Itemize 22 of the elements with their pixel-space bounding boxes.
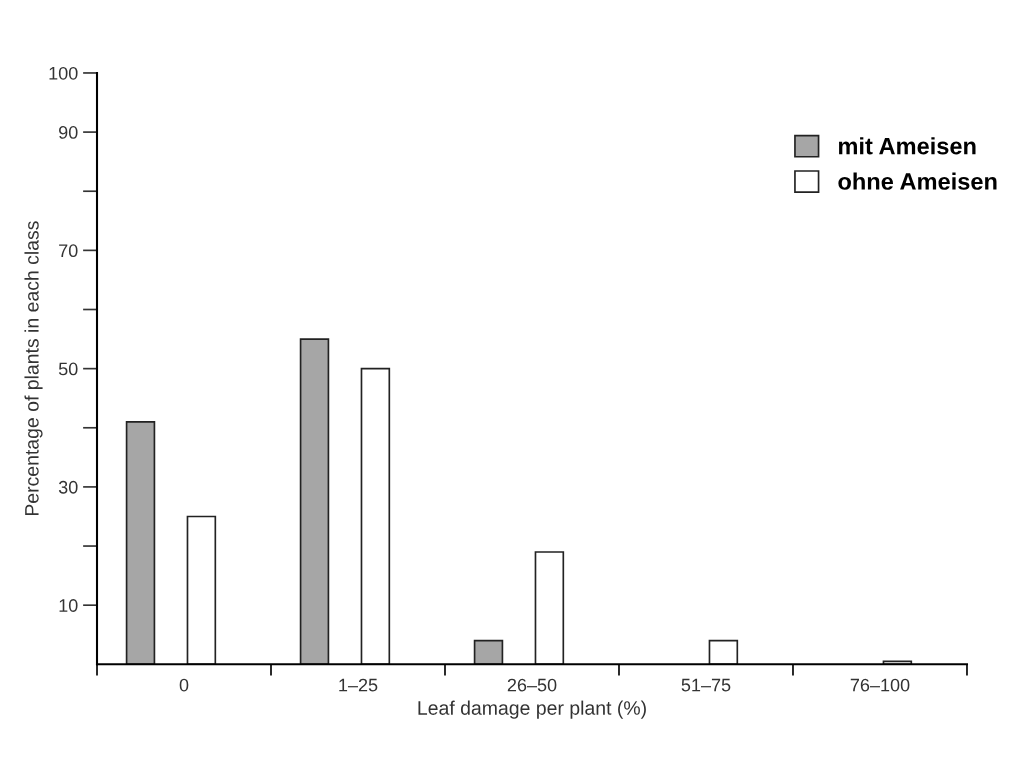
bar bbox=[125, 421, 156, 665]
x-axis-title: Leaf damage per plant (%) bbox=[418, 700, 646, 719]
y-tick-label: 90 bbox=[59, 126, 78, 139]
legend-label: mit Ameisen bbox=[839, 137, 976, 155]
x-tick-label: 76–100 bbox=[850, 678, 910, 692]
y-tick-label: 30 bbox=[58, 480, 78, 494]
x-tick-label: 51–75 bbox=[681, 678, 731, 692]
legend-label: ohne Ameisen bbox=[838, 172, 997, 190]
y-tick-label: 70 bbox=[59, 244, 78, 258]
y-tick-label: 100 bbox=[49, 66, 78, 80]
bar bbox=[708, 639, 739, 665]
y-tick-label: 50 bbox=[58, 362, 78, 376]
x-tick-label: 1–25 bbox=[339, 678, 378, 692]
y-tick-label: 10 bbox=[59, 599, 78, 612]
bar bbox=[299, 338, 330, 665]
x-tick-label: 26–50 bbox=[507, 678, 557, 692]
bar bbox=[473, 639, 504, 665]
x-tick-label: 0 bbox=[179, 678, 189, 692]
bar bbox=[534, 551, 565, 665]
bar bbox=[360, 367, 391, 665]
y-axis-title: Percentage of plants in each class bbox=[24, 221, 43, 516]
bar bbox=[186, 515, 217, 665]
